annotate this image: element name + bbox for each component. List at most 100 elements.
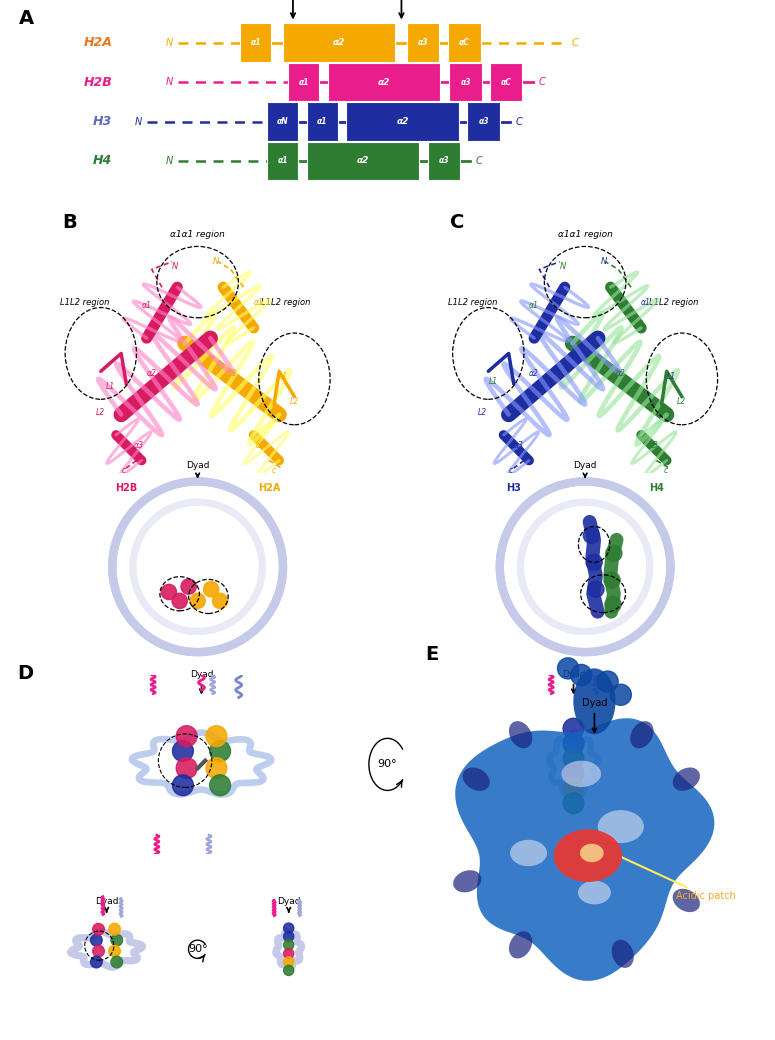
Ellipse shape [453, 870, 481, 892]
FancyBboxPatch shape [288, 62, 319, 101]
Ellipse shape [509, 721, 532, 749]
FancyBboxPatch shape [449, 62, 482, 101]
Circle shape [109, 924, 120, 935]
Ellipse shape [561, 760, 601, 787]
Circle shape [173, 775, 193, 796]
Text: α3: α3 [478, 118, 489, 126]
Ellipse shape [510, 840, 547, 866]
Text: L1L2 region: L1L2 region [447, 298, 497, 307]
Circle shape [111, 934, 122, 946]
Ellipse shape [463, 768, 490, 790]
Text: c: c [664, 466, 668, 475]
Ellipse shape [574, 669, 615, 734]
Circle shape [212, 593, 228, 608]
FancyBboxPatch shape [283, 24, 395, 61]
Text: L1L2 region: L1L2 region [649, 298, 698, 307]
Text: α2: α2 [146, 369, 157, 379]
Circle shape [597, 671, 618, 693]
FancyBboxPatch shape [407, 24, 439, 61]
Circle shape [284, 948, 294, 959]
Text: L2: L2 [677, 397, 686, 407]
Ellipse shape [509, 931, 532, 959]
Text: α3: α3 [134, 441, 144, 449]
Circle shape [161, 584, 177, 600]
FancyBboxPatch shape [307, 102, 338, 140]
Circle shape [284, 932, 294, 941]
Text: N: N [166, 37, 173, 48]
Text: α2: α2 [615, 369, 625, 379]
Circle shape [563, 763, 584, 784]
Circle shape [206, 726, 227, 747]
Text: α2: α2 [397, 118, 408, 126]
Circle shape [190, 593, 205, 608]
Text: L2: L2 [95, 408, 105, 417]
Text: L1L2 region: L1L2 region [60, 298, 109, 307]
Circle shape [284, 965, 294, 976]
FancyBboxPatch shape [267, 102, 298, 140]
Text: Dyad: Dyad [562, 670, 585, 693]
Circle shape [284, 940, 294, 950]
Text: H4: H4 [649, 483, 664, 493]
Text: H3: H3 [506, 483, 522, 493]
Circle shape [181, 579, 196, 594]
Circle shape [284, 957, 294, 967]
Circle shape [563, 719, 584, 739]
Text: α1: α1 [641, 298, 651, 307]
Text: L2: L2 [289, 397, 298, 407]
FancyBboxPatch shape [267, 141, 298, 180]
Circle shape [91, 956, 102, 968]
FancyBboxPatch shape [240, 24, 271, 61]
Ellipse shape [553, 829, 622, 882]
Text: H4: H4 [93, 155, 112, 167]
Circle shape [204, 581, 219, 597]
Circle shape [284, 924, 294, 933]
Circle shape [570, 665, 592, 685]
Text: D: D [17, 664, 33, 683]
Text: α2: α2 [357, 156, 369, 165]
Text: αN: αN [277, 118, 288, 126]
Text: H2A: H2A [84, 36, 112, 49]
Circle shape [210, 740, 230, 761]
Text: H2B: H2B [115, 483, 137, 493]
Circle shape [563, 733, 584, 754]
Text: Dyad: Dyad [186, 461, 209, 477]
Text: αC: αC [459, 38, 470, 47]
FancyBboxPatch shape [346, 102, 459, 140]
Text: C: C [450, 213, 464, 232]
FancyBboxPatch shape [328, 62, 440, 101]
Circle shape [91, 934, 102, 946]
Ellipse shape [611, 940, 634, 968]
Text: 90°: 90° [188, 944, 208, 955]
Text: α1α1 region: α1α1 region [558, 230, 612, 239]
Text: α1: α1 [298, 78, 309, 86]
Circle shape [176, 726, 197, 747]
Circle shape [586, 554, 602, 570]
Text: Dyad: Dyad [95, 898, 119, 912]
Text: α3: α3 [257, 441, 266, 449]
Text: C: C [571, 37, 578, 48]
Ellipse shape [578, 881, 611, 905]
Text: α2: α2 [228, 369, 238, 379]
Ellipse shape [580, 843, 604, 862]
Text: Acidic patch: Acidic patch [621, 857, 736, 901]
FancyBboxPatch shape [428, 141, 460, 180]
Text: C: C [476, 156, 483, 166]
Text: L1: L1 [666, 372, 676, 381]
Text: Dyad: Dyad [582, 698, 607, 732]
Text: α3: α3 [649, 441, 659, 449]
FancyBboxPatch shape [490, 62, 522, 101]
Text: N: N [135, 116, 142, 127]
Circle shape [606, 545, 622, 562]
Text: α1: α1 [529, 301, 539, 310]
Ellipse shape [630, 721, 653, 749]
Circle shape [93, 924, 105, 935]
Circle shape [93, 945, 105, 957]
Text: 90°: 90° [377, 759, 398, 770]
Text: Dyad: Dyad [574, 461, 597, 477]
Text: c: c [508, 466, 513, 475]
PathPatch shape [455, 719, 715, 981]
Text: L1: L1 [106, 382, 115, 391]
Circle shape [172, 593, 188, 608]
Circle shape [206, 758, 227, 779]
Text: C: C [539, 77, 546, 87]
